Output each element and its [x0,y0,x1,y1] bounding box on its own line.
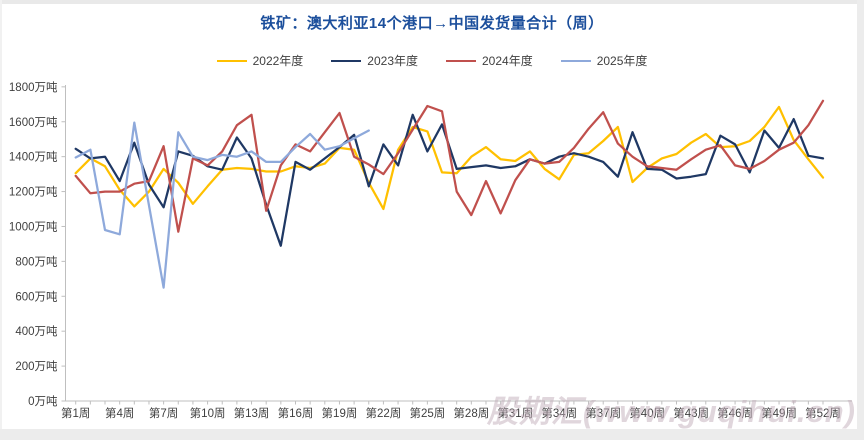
legend-item-2025年度: 2025年度 [560,52,648,69]
legend-line-swatch [331,59,362,62]
series-line-2022年度 [74,105,825,211]
window-right-border [857,0,864,440]
y-tick-label: 0万吨 [28,395,58,408]
axes [65,85,852,402]
y-tick-label: 200万吨 [15,360,58,373]
x-tick-label: 第46周 [717,406,753,420]
window-bottom-border [0,429,864,440]
y-tick-label: 1000万吨 [9,220,58,233]
series-line-2024年度 [74,99,825,233]
x-tick-label: 第1周 [61,406,90,420]
y-tick-label: 800万吨 [15,255,58,268]
legend-label: 2024年度 [482,54,533,68]
x-tick-label: 第52周 [805,406,841,420]
x-tick-label: 第28周 [453,406,489,420]
x-tick-label: 第19周 [322,406,358,420]
x-axis-ticks: 第1周 第4周 第7周 第10周 第13周 第16周 第19周 第22周 第25周 第28周 第31… [61,401,841,420]
y-tick-label: 1200万吨 [9,186,58,199]
x-tick-label: 第13周 [234,406,270,420]
y-axis-ticks: 1800万吨 1600万吨 1400万吨 1200万吨 1000万吨 800万吨 600万吨… [9,81,66,408]
legend-line-swatch [216,59,247,62]
x-tick-label: 第22周 [366,406,402,420]
legend-label: 2025年度 [596,54,648,68]
x-tick-label: 第37周 [585,406,621,420]
legend-item-2024年度: 2024年度 [446,52,533,69]
x-tick-label: 第4周 [105,406,134,420]
x-tick-label: 第34周 [541,406,577,420]
watermark: 股期汇(www.guqihui.cn) [486,394,856,429]
x-tick-label: 第43周 [673,406,709,420]
x-tick-label: 第31周 [497,406,533,420]
legend-label: 2022年度 [252,54,304,68]
legend-line-swatch [560,59,591,62]
legend-item-2022年度: 2022年度 [216,52,304,69]
x-tick-label: 第16周 [278,406,314,420]
y-tick-label: 1400万吨 [9,151,58,164]
y-tick-label: 400万吨 [15,325,58,338]
x-tick-label: 第10周 [190,406,226,420]
legend-label: 2023年度 [367,54,418,68]
x-tick-label: 第25周 [409,406,445,420]
chart-title: 铁矿：澳大利亚14个港口→中国发货量合计（周） [260,15,604,32]
x-tick-label: 第40周 [629,406,665,420]
y-tick-label: 600万吨 [15,290,58,303]
chart-legend: 2022年度 2023年度 2024年度 2025年度 [0,52,864,69]
window-top-border [0,0,864,4]
legend-line-swatch [446,59,476,62]
y-tick-label: 1800万吨 [9,81,58,94]
legend-item-2023年度: 2023年度 [331,52,418,69]
x-tick-label: 第49周 [761,406,797,420]
y-tick-label: 1600万吨 [9,116,58,129]
x-tick-label: 第7周 [149,406,178,420]
series-line-2025年度 [74,121,370,289]
window-left-border [0,0,2,440]
